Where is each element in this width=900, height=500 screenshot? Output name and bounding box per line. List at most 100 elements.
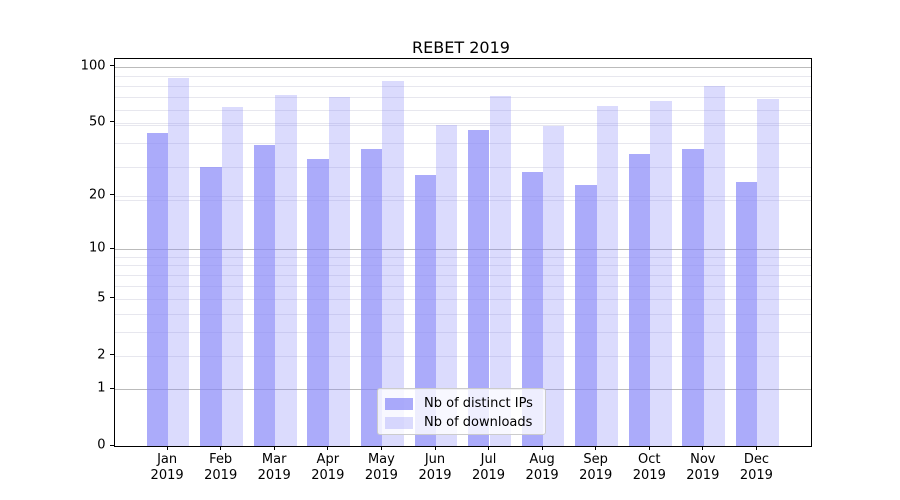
y-tick-label-5: 5 <box>97 290 106 306</box>
y-tick-mark <box>109 387 114 389</box>
legend-swatch-downloads-icon <box>385 416 413 429</box>
x-tick-label-line: 2019 <box>364 467 398 483</box>
minor-gridline <box>114 122 811 124</box>
bar-apr-distinct-ips <box>307 158 329 446</box>
minor-gridline <box>114 313 811 315</box>
y-tick-mark <box>109 121 114 123</box>
bar-may-distinct-ips <box>361 149 383 446</box>
x-tick-label-line: Oct <box>638 452 661 467</box>
minor-gridline <box>114 195 811 197</box>
bar-aug-downloads <box>543 126 565 446</box>
x-tick-label-line: 2019 <box>311 467 345 483</box>
bar-jul-distinct-ips <box>468 129 490 446</box>
x-tick-label-line: Feb <box>209 452 233 467</box>
x-tick-label-sep: Sep 2019 <box>579 452 612 483</box>
x-tick-label-line: Aug <box>529 452 555 467</box>
x-tick-label-line: Dec <box>743 452 769 467</box>
minor-gridline <box>114 256 811 258</box>
x-tick-mark <box>273 446 275 450</box>
x-tick-label-dec: Dec 2019 <box>740 452 773 483</box>
bar-jan-distinct-ips <box>146 133 168 446</box>
bar-dec-distinct-ips <box>736 181 758 446</box>
x-tick-label-line: 2019 <box>579 467 613 483</box>
plot-area <box>113 58 812 447</box>
y-tick-mark <box>109 247 114 249</box>
bar-may-downloads <box>382 80 404 446</box>
y-tick-mark <box>109 194 114 196</box>
x-tick-label-line: 2019 <box>632 467 666 483</box>
y-tick-label-50: 50 <box>88 114 106 130</box>
major-gridline <box>114 249 811 250</box>
x-tick-label-line: 2019 <box>471 467 506 483</box>
bar-aug-distinct-ips <box>521 172 544 446</box>
bar-dec-downloads <box>757 99 779 446</box>
y-tick-label-2: 2 <box>97 347 106 363</box>
legend-label-downloads: Nb of downloads <box>424 415 533 430</box>
minor-gridline <box>114 286 811 288</box>
bar-feb-downloads <box>221 106 244 446</box>
x-tick-label-line: Nov <box>690 452 716 467</box>
minor-gridline <box>114 275 811 277</box>
legend-swatch-distinct-ips-icon <box>385 397 413 410</box>
x-tick-label-jul: Jul 2019 <box>472 452 505 483</box>
x-tick-label-line: 2019 <box>525 467 559 483</box>
y-tick-mark <box>109 354 114 356</box>
bar-nov-distinct-ips <box>682 149 704 446</box>
bar-sep-downloads <box>596 105 619 446</box>
x-tick-label-line: Jul <box>480 452 497 467</box>
y-tick-label-0: 0 <box>97 437 106 453</box>
x-tick-label-line: Apr <box>316 452 340 467</box>
x-tick-label-nov: Nov 2019 <box>686 452 719 483</box>
minor-gridline <box>114 142 811 144</box>
minor-gridline <box>114 96 811 98</box>
legend-item-distinct-ips: Nb of distinct IPs <box>385 394 537 413</box>
minor-gridline <box>114 124 811 126</box>
x-tick-mark <box>488 446 489 450</box>
bar-nov-downloads <box>703 85 726 446</box>
x-tick-mark <box>702 446 704 450</box>
bar-apr-downloads <box>328 96 351 446</box>
x-tick-label-feb: Feb 2019 <box>204 452 237 483</box>
x-tick-label-may: May 2019 <box>365 452 398 483</box>
minor-gridline <box>114 265 811 267</box>
bar-feb-distinct-ips <box>200 166 222 446</box>
y-tick-label-1: 1 <box>97 380 106 396</box>
x-tick-label-aug: Aug 2019 <box>526 452 559 483</box>
bar-jan-downloads <box>168 78 190 446</box>
x-tick-mark <box>755 446 757 450</box>
x-tick-label-mar: Mar 2019 <box>258 452 291 483</box>
bar-mar-downloads <box>275 94 297 446</box>
x-tick-mark <box>595 446 597 450</box>
legend-label-distinct-ips: Nb of distinct IPs <box>424 396 533 411</box>
x-tick-label-line: Sep <box>583 452 608 467</box>
x-tick-mark <box>434 446 436 450</box>
x-tick-label-line: 2019 <box>739 467 773 483</box>
y-tick-mark <box>109 297 114 299</box>
x-tick-mark <box>648 446 650 450</box>
minor-gridline <box>114 298 811 300</box>
y-tick-mark <box>109 444 114 446</box>
x-tick-label-line: Mar <box>261 452 287 467</box>
chart-title: REBET 2019 <box>412 38 510 57</box>
minor-gridline <box>114 76 811 78</box>
x-tick-label-line: 2019 <box>257 467 291 483</box>
x-tick-label-line: May <box>367 452 395 467</box>
major-gridline <box>114 66 811 68</box>
bar-jul-downloads <box>489 95 511 446</box>
x-tick-label-line: 2019 <box>686 467 720 483</box>
x-tick-mark <box>327 446 329 450</box>
bar-mar-distinct-ips <box>253 145 276 446</box>
minor-gridline <box>114 166 811 168</box>
x-tick-mark <box>166 446 168 450</box>
y-tick-label-20: 20 <box>88 187 106 203</box>
x-tick-mark <box>220 446 222 450</box>
x-tick-label-line: 2019 <box>204 467 238 483</box>
x-tick-mark <box>541 446 543 450</box>
x-tick-label-line: 2019 <box>418 467 452 483</box>
x-tick-label-line: Jun <box>424 452 446 467</box>
bar-jun-downloads <box>436 124 458 446</box>
legend-item-downloads: Nb of downloads <box>385 413 537 432</box>
y-tick-label-100: 100 <box>80 58 106 74</box>
minor-gridline <box>114 355 811 357</box>
